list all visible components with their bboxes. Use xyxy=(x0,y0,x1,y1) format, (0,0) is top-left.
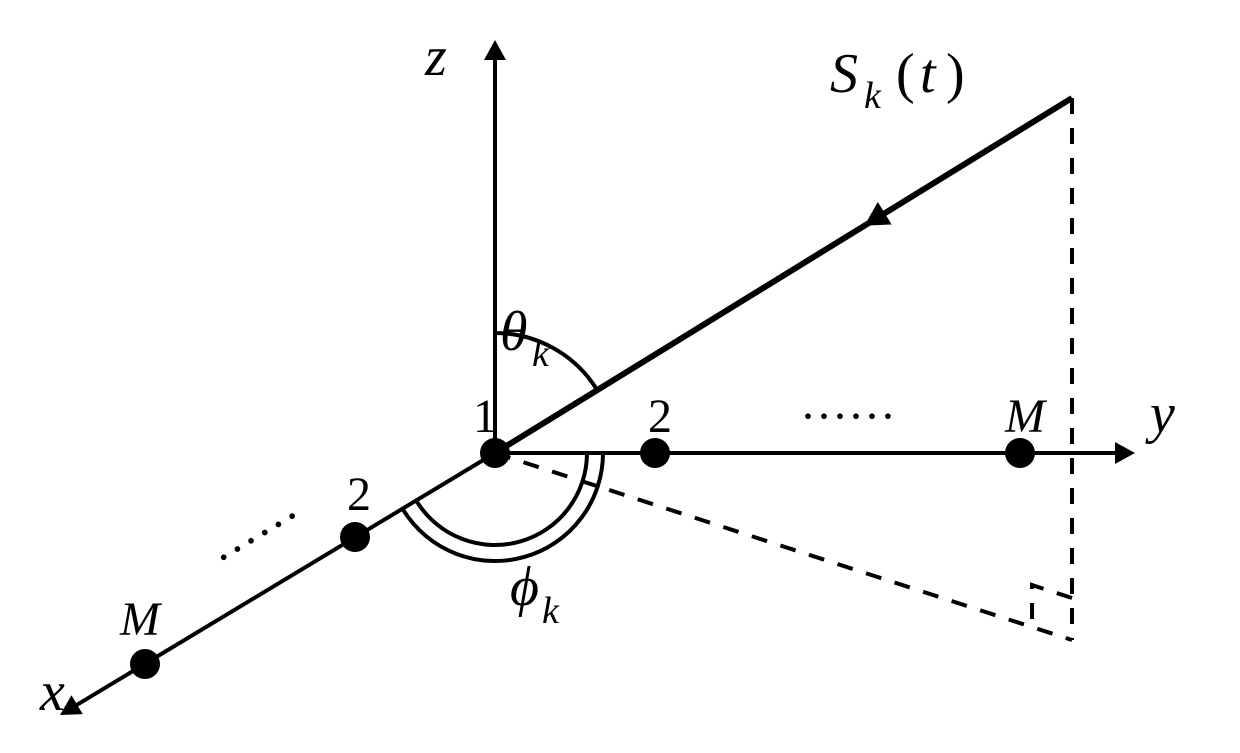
array-dot-label: 1 xyxy=(473,390,497,443)
svg-text:ϕ: ϕ xyxy=(510,556,539,618)
right-angle-marker xyxy=(1032,585,1072,627)
theta-label: θk xyxy=(500,301,550,375)
x-axis-label: x xyxy=(39,661,65,723)
array-dot xyxy=(340,522,370,552)
coordinate-diagram: zyxSk(t)θkϕk12M······2M······ xyxy=(0,0,1240,753)
svg-text:): ) xyxy=(946,43,965,105)
svg-text:(: ( xyxy=(896,43,915,105)
ellipsis: ······ xyxy=(203,490,313,585)
svg-text:S: S xyxy=(830,43,858,105)
svg-text:θ: θ xyxy=(500,301,528,363)
signal-label: Sk (t) xyxy=(830,43,965,117)
array-dot-label: 2 xyxy=(648,390,672,443)
array-dot-label: 2 xyxy=(347,468,371,521)
array-dot xyxy=(130,649,160,679)
y-axis-label: y xyxy=(1145,383,1175,445)
signal-vector xyxy=(495,98,1072,453)
z-axis-label: z xyxy=(424,26,447,88)
svg-text:k: k xyxy=(864,75,882,117)
ellipsis: ······ xyxy=(800,390,896,443)
svg-text:t: t xyxy=(920,43,937,105)
svg-text:k: k xyxy=(532,333,550,375)
array-dot-label: M xyxy=(1004,390,1048,443)
array-dot-label: M xyxy=(119,593,163,646)
svg-text:k: k xyxy=(542,590,560,632)
phi-label: ϕk xyxy=(510,556,560,632)
phi-arc-inner xyxy=(417,453,587,545)
